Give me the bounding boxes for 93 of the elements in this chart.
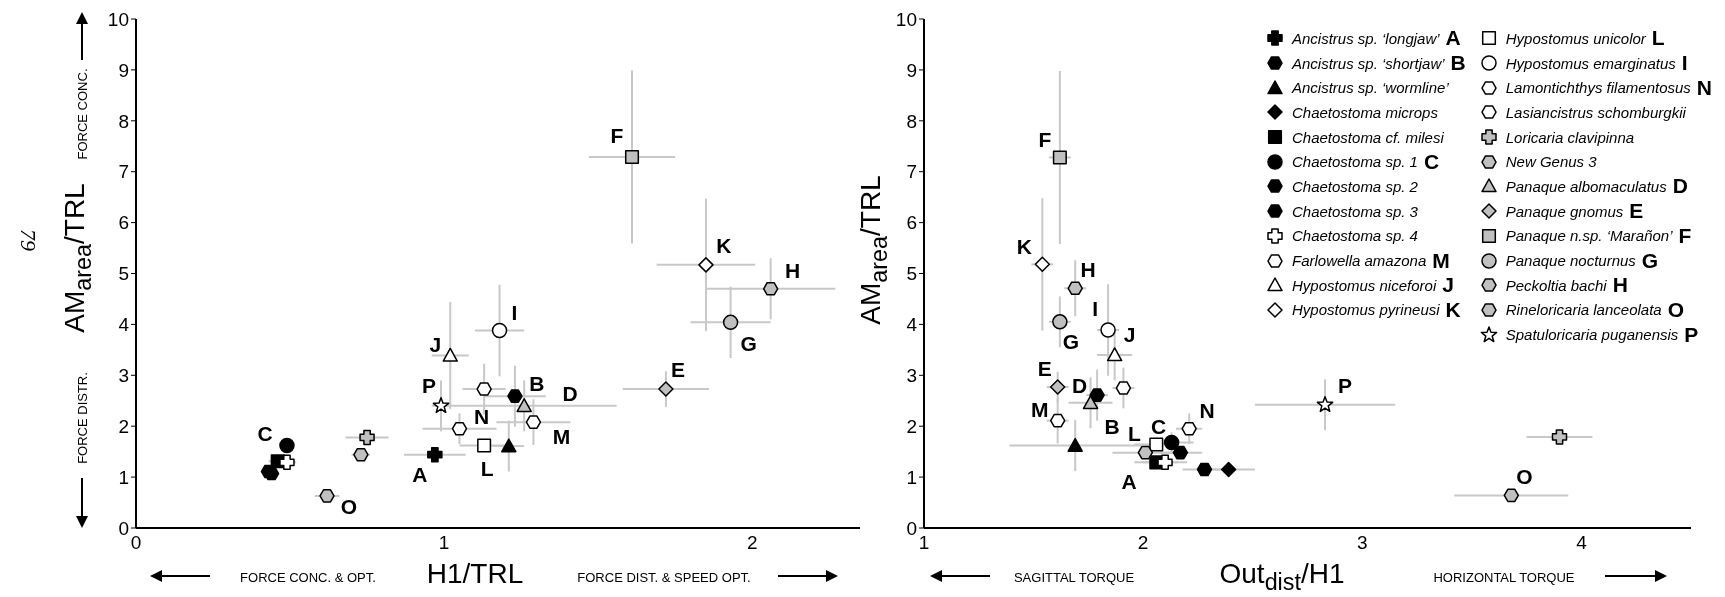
legend-label: New Genus 3	[1505, 153, 1597, 171]
x-axis-title: Out$_{dist}$/H1	[1219, 558, 1345, 596]
y-tick-label: 3	[118, 365, 129, 387]
y-tick-label: 1	[118, 466, 129, 488]
legend-label: Chaetostoma sp. 4	[1292, 227, 1418, 245]
legend-label: Panaque gnomus E	[1505, 199, 1644, 224]
y-tick-label: 6	[118, 212, 129, 234]
y-tick-label: 7	[118, 161, 129, 183]
legend-label: Loricaria clavipinna	[1505, 128, 1635, 146]
annotation: L	[1127, 421, 1141, 445]
text: FORCE CONC. & OPT.	[240, 569, 376, 585]
y-tick-label: 6	[906, 212, 917, 234]
legend-label: Chaetostoma cf. milesi	[1292, 128, 1444, 146]
annotation: H	[1080, 257, 1096, 281]
annotation: K	[716, 234, 732, 258]
y-tick-label: 1	[906, 466, 917, 488]
y-tick-label: 0	[906, 517, 917, 539]
annotation: A	[1121, 470, 1137, 494]
legend-label: Hypostomus emarginatus I	[1505, 51, 1688, 76]
annotation: O	[340, 495, 358, 519]
annotation: M	[552, 424, 571, 448]
annotation: C	[257, 422, 273, 445]
y-tick-label: 4	[118, 314, 130, 336]
legend-label: Chaetostoma sp. 3	[1292, 202, 1418, 220]
legend-label: Rineloricaria lanceolata O	[1505, 297, 1684, 322]
y-tick-label: 9	[906, 59, 917, 81]
annotation: L	[480, 457, 494, 480]
y-tick-label: 3	[906, 365, 917, 387]
annotation: G	[1062, 330, 1080, 354]
y-tick-label: 8	[906, 110, 917, 132]
legend-label: Ancistrus sp. ‘wormline’	[1292, 79, 1449, 97]
annotation: D	[562, 382, 578, 406]
annotation: I	[1092, 297, 1098, 321]
legend-label: Lamontichthys filamentosus N	[1505, 75, 1712, 100]
y-tick-label: 7	[906, 161, 917, 183]
legend-label: Hypostomus niceforoi J	[1292, 273, 1454, 298]
y-tick-label: 0	[118, 517, 129, 539]
x-axis-title: H1/TRL	[426, 558, 524, 590]
y-tick-label: 4	[906, 314, 918, 336]
x-tick-label: 2	[1137, 532, 1149, 554]
y-tick-label: 10	[895, 8, 917, 30]
legend-label: Hypostomus pyrineusi K	[1292, 297, 1461, 322]
legend-label: Chaetostoma microps	[1292, 103, 1438, 121]
x-tick-label: 3	[1357, 532, 1368, 554]
annotation: F	[610, 124, 624, 148]
legend-label: Spatuloricaria puganensis P	[1505, 322, 1699, 347]
y-tick-label: 5	[906, 263, 917, 285]
annotation: N	[1199, 399, 1215, 423]
text: HORIZONTAL TORQUE	[1433, 569, 1575, 585]
text: FORCE DIST. & SPEED OPT.	[577, 569, 751, 585]
annotation: M	[1030, 398, 1049, 422]
legend-label: Chaetostoma sp. 2	[1292, 177, 1418, 195]
legend-label: Ancistrus sp. ‘shortjaw’ B	[1292, 51, 1466, 76]
annotation: E	[670, 358, 685, 382]
annotation: K	[1016, 234, 1032, 258]
annotation: G	[740, 331, 757, 355]
annotation: C	[1151, 414, 1167, 438]
x-tick-label: 4	[1576, 532, 1588, 554]
x-tick-label: 1	[438, 532, 450, 554]
annotation: B	[1104, 414, 1120, 438]
annotation: B	[529, 371, 545, 395]
y-tick-label: 2	[118, 415, 129, 437]
annotation: A	[412, 463, 428, 487]
annotation: P	[1338, 374, 1353, 398]
annotation: D	[1071, 374, 1088, 398]
annotation: H	[785, 259, 801, 283]
legend-label: Hypostomus unicolor L	[1505, 26, 1665, 51]
annotation: F	[1038, 127, 1052, 151]
legend-label: Lasiancistrus schomburgkii	[1505, 103, 1686, 121]
y-tick-label: 10	[107, 8, 129, 30]
text: FORCE DISTR.	[74, 372, 90, 464]
legend-label: Peckoltia bachi H	[1505, 273, 1628, 298]
annotation: O	[1516, 464, 1533, 488]
legend-label: Panaque n.sp. ‘Marañon’ F	[1505, 223, 1692, 248]
annotation: E	[1037, 357, 1052, 381]
annotation: P	[422, 374, 437, 398]
annotation: I	[511, 300, 518, 324]
text: 79	[15, 229, 41, 251]
legend-label: Farlowella amazona M	[1292, 248, 1450, 273]
annotation: J	[429, 332, 442, 356]
legend-label: Panaque nocturnus G	[1505, 248, 1659, 273]
y-tick-label: 9	[118, 59, 129, 81]
y-tick-label: 8	[118, 110, 129, 132]
annotation: N	[473, 405, 490, 429]
x-tick-label: 2	[746, 532, 758, 554]
legend-label: Chaetostoma sp. 1 C	[1292, 149, 1440, 174]
y-tick-label: 5	[118, 263, 129, 285]
text: FORCE CONC.	[74, 68, 90, 160]
annotation: J	[1123, 323, 1136, 347]
legend-label: Panaque albomaculatus D	[1505, 174, 1688, 199]
y-tick-label: 2	[906, 415, 917, 437]
legend-label: Ancistrus sp. ‘longjaw’ A	[1292, 26, 1461, 51]
text: SAGITTAL TORQUE	[1013, 569, 1135, 585]
